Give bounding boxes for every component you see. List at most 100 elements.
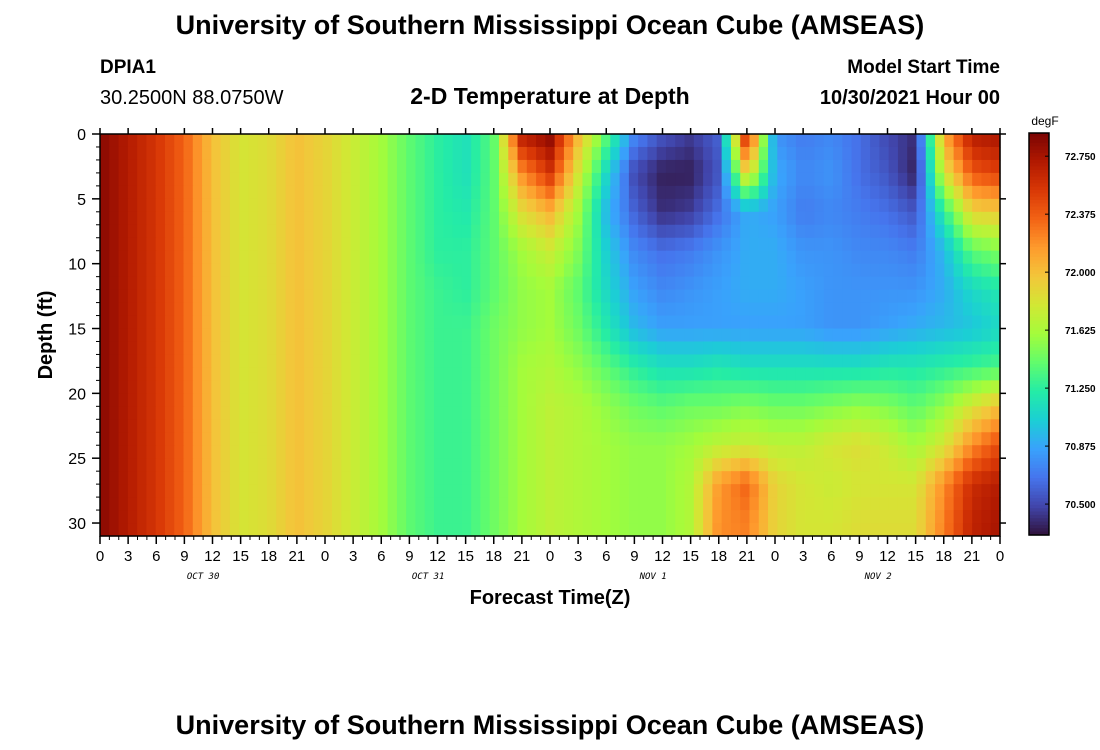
heatmap-cell [647, 146, 658, 161]
heatmap-cell [675, 510, 686, 524]
heatmap-cell [935, 198, 945, 213]
heatmap-cell [786, 341, 797, 356]
heatmap-cell [684, 198, 695, 213]
heatmap-cell [638, 211, 649, 226]
heatmap-cell [740, 302, 751, 317]
heatmap-cell [192, 159, 203, 174]
heatmap-cell [369, 432, 379, 446]
heatmap-cell [944, 134, 955, 148]
heatmap-cell [795, 380, 806, 394]
heatmap-cell [304, 445, 314, 459]
heatmap-cell [109, 497, 120, 511]
heatmap-cell [109, 445, 120, 459]
heatmap-cell [638, 445, 649, 459]
heatmap-cell [944, 406, 955, 420]
heatmap-cell [443, 146, 454, 161]
heatmap-cell [786, 393, 797, 407]
heatmap-cell [452, 341, 463, 356]
heatmap-cell [239, 471, 250, 485]
colorbar-segment [1029, 226, 1049, 231]
heatmap-cell [832, 328, 843, 343]
heatmap-cell [888, 367, 899, 381]
heatmap-cell [498, 134, 509, 148]
heatmap-cell [591, 302, 602, 317]
heatmap-cell [350, 484, 361, 498]
heatmap-cell [721, 458, 732, 472]
heatmap-cell [341, 380, 352, 394]
heatmap-cell [322, 367, 333, 381]
colorbar-segment [1029, 421, 1049, 426]
heatmap-cell [536, 315, 546, 330]
heatmap-cell [164, 471, 175, 485]
heatmap-cell [563, 484, 574, 498]
heatmap-cell [526, 302, 537, 317]
heatmap-cell [369, 393, 379, 407]
heatmap-cell [888, 354, 899, 369]
heatmap-cell [350, 445, 361, 459]
heatmap-cell [341, 510, 352, 524]
heatmap-cell [220, 406, 231, 420]
heatmap-cell [814, 510, 825, 524]
heatmap-cell [610, 289, 621, 304]
heatmap-cell [944, 185, 955, 200]
heatmap-cell [703, 458, 713, 472]
heatmap-cell [526, 510, 537, 524]
heatmap-cell [647, 458, 658, 472]
colorbar-segment [1029, 153, 1049, 158]
heatmap-cell [443, 185, 454, 200]
heatmap-cell [972, 198, 983, 213]
heatmap-cell [276, 289, 287, 304]
heatmap-cell [554, 263, 565, 278]
heatmap-cell [536, 237, 546, 252]
x-tick-label: 6 [377, 548, 385, 565]
heatmap-cell [897, 432, 908, 446]
heatmap-cell [220, 393, 231, 407]
heatmap-cell [396, 354, 407, 369]
heatmap-cell [693, 250, 704, 265]
x-tick-label: 6 [152, 548, 160, 565]
heatmap-cell [944, 341, 955, 356]
heatmap-cell [137, 367, 147, 381]
heatmap-cell [146, 432, 157, 446]
heatmap-cell [563, 341, 574, 356]
heatmap-cell [962, 185, 973, 200]
heatmap-cell [378, 250, 389, 265]
heatmap-cell [897, 289, 908, 304]
heatmap-cell [480, 211, 491, 226]
heatmap-cell [406, 263, 417, 278]
heatmap-cell [276, 354, 287, 369]
heatmap-cell [359, 159, 370, 174]
heatmap-cell [712, 146, 723, 161]
heatmap-cell [823, 341, 834, 356]
heatmap-cell [489, 263, 500, 278]
heatmap-cell [573, 380, 584, 394]
heatmap-cell [406, 289, 417, 304]
heatmap-cell [675, 237, 686, 252]
heatmap-cell [229, 341, 240, 356]
heatmap-cell [183, 211, 194, 226]
heatmap-cell [860, 134, 871, 148]
heatmap-cell [777, 445, 788, 459]
heatmap-cell [257, 523, 268, 537]
heatmap-cell [267, 367, 277, 381]
heatmap-cell [285, 198, 296, 213]
heatmap-cell [805, 198, 816, 213]
heatmap-cell [712, 471, 723, 485]
heatmap-cell [406, 146, 417, 161]
heatmap-cell [879, 185, 890, 200]
heatmap-cell [582, 380, 593, 394]
heatmap-cell [211, 471, 222, 485]
heatmap-cell [693, 510, 704, 524]
heatmap-cell [183, 185, 194, 200]
heatmap-cell [703, 484, 713, 498]
heatmap-cell [851, 172, 862, 187]
heatmap-cell [823, 250, 834, 265]
heatmap-cell [313, 380, 324, 394]
heatmap-cell [758, 367, 769, 381]
heatmap-cell [721, 419, 732, 433]
heatmap-cell [424, 523, 435, 537]
heatmap-cell [591, 328, 602, 343]
heatmap-cell [294, 523, 305, 537]
heatmap-cell [647, 354, 658, 369]
heatmap-cell [870, 484, 880, 498]
